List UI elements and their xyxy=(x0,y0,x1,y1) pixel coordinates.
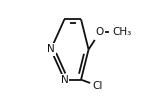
Text: N: N xyxy=(47,44,55,54)
Text: CH₃: CH₃ xyxy=(113,27,132,37)
Text: Cl: Cl xyxy=(92,81,103,91)
Text: N: N xyxy=(61,75,68,85)
Text: O: O xyxy=(96,27,104,37)
